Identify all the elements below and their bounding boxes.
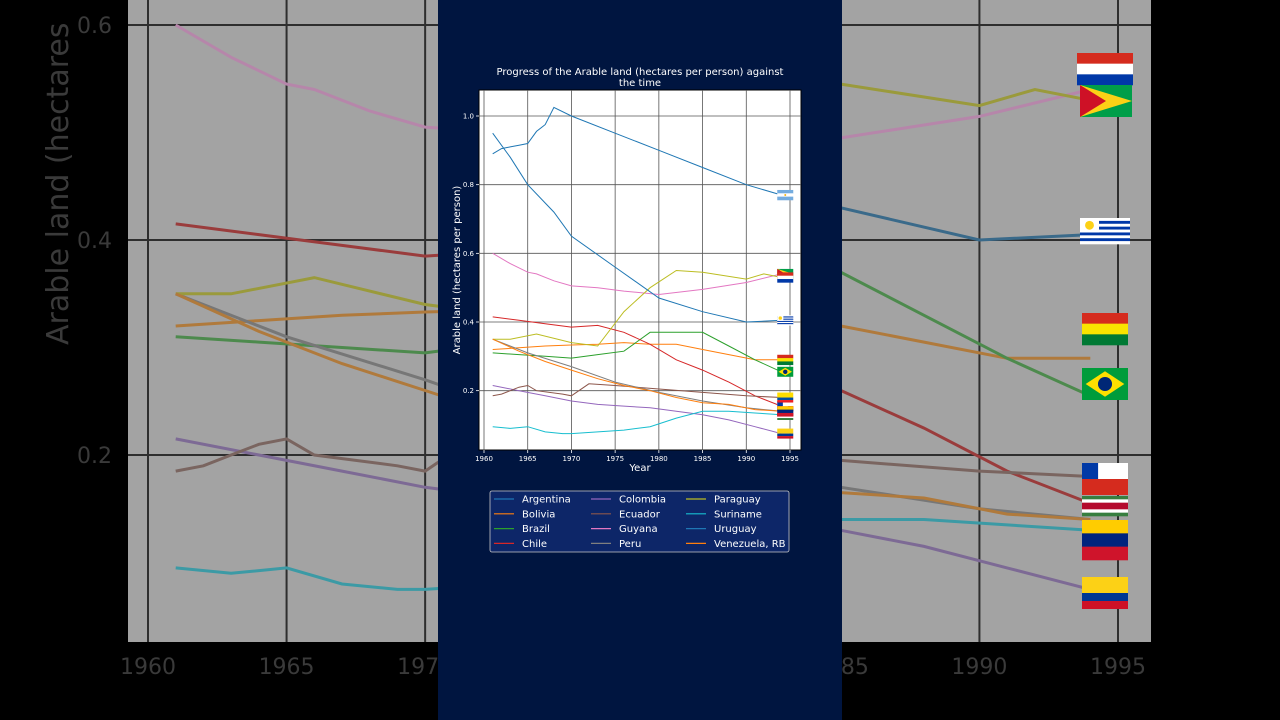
bg-y-tick-label: 0.6 xyxy=(77,14,112,39)
series-line-venezuela-rb xyxy=(492,338,782,412)
chart-title-line-1: Progress of the Arable land (hectares pe… xyxy=(497,67,784,78)
y-axis-label: Arable land (hectares per person) xyxy=(452,186,463,355)
flag-argentina-icon xyxy=(777,189,794,201)
legend-label: Chile xyxy=(522,539,547,550)
bg-flag-chile-icon xyxy=(1082,463,1128,495)
series-line-uruguay xyxy=(492,132,782,323)
series-line-bolivia xyxy=(492,342,782,361)
tick-labels: 1960 1965 1970 1975 1980 1985 1990 1995 0.2 0.4 0.… xyxy=(463,113,799,464)
legend-label: Suriname xyxy=(714,509,762,520)
y-tick-label: 0.4 xyxy=(463,319,475,327)
bg-y-axis-label: Arable land (hectares xyxy=(41,23,76,346)
flag-markers xyxy=(777,189,794,439)
x-tick-label: 1960 xyxy=(475,455,493,463)
y-tick-label: 0.2 xyxy=(463,387,474,395)
bg-x-tick-label: 1965 xyxy=(259,655,315,680)
bg-flag-uruguay-icon xyxy=(1080,218,1130,245)
flag-colombia-icon xyxy=(777,428,794,439)
bg-flag-paraguay-icon xyxy=(1077,53,1133,86)
flag-brazil-icon xyxy=(777,366,794,377)
bg-x-tick-label: 1990 xyxy=(951,655,1007,680)
bg-flag-suriname-icon xyxy=(1082,496,1128,517)
y-tick-label: 1.0 xyxy=(463,113,474,121)
legend-label: Venezuela, RB xyxy=(714,539,786,550)
bg-flag-bolivia-icon xyxy=(1082,313,1128,346)
legend-box xyxy=(489,490,790,553)
y-tick-label: 0.8 xyxy=(463,181,474,189)
grid xyxy=(479,90,801,450)
series-line-ecuador xyxy=(492,383,782,398)
x-tick-label: 1965 xyxy=(519,455,537,463)
bg-x-tick-label: 1995 xyxy=(1090,655,1146,680)
x-tick-label: 1975 xyxy=(606,455,624,463)
series-line-chile xyxy=(492,316,782,407)
bg-y-tick-label: 0.4 xyxy=(77,229,112,254)
bg-flag-guyana-icon xyxy=(1080,85,1132,117)
bg-flag-brazil-icon xyxy=(1082,368,1128,400)
x-tick-label: 1985 xyxy=(694,455,712,463)
flag-paraguay-icon xyxy=(777,272,794,283)
series-line-paraguay xyxy=(492,269,782,347)
x-tick-label: 1970 xyxy=(563,455,581,463)
legend-label: Uruguay xyxy=(714,524,757,535)
legend: Argentina Bolivia Brazil Chile Colombia Ecuad… xyxy=(489,490,790,553)
flag-ecuador-icon xyxy=(777,392,794,403)
flag-uruguay-icon xyxy=(777,315,794,326)
legend-label: Guyana xyxy=(619,524,658,535)
series-line-colombia xyxy=(492,385,782,435)
plot-area xyxy=(478,89,802,451)
series-line-argentina xyxy=(492,106,782,196)
bg-y-tick-label: 0.2 xyxy=(77,444,112,469)
bg-x-tick-label: 1960 xyxy=(120,655,176,680)
flag-venezuela-icon xyxy=(777,406,794,417)
chart-title-line-2: the time xyxy=(619,78,661,89)
series-line-suriname xyxy=(492,410,782,435)
legend-label: Argentina xyxy=(522,495,571,506)
legend-label: Brazil xyxy=(522,524,550,535)
y-tick-label: 0.6 xyxy=(463,250,475,258)
series-line-guyana xyxy=(492,252,782,296)
x-tick-label: 1990 xyxy=(737,455,755,463)
flag-bolivia-icon xyxy=(777,354,794,366)
x-tick-label: 1980 xyxy=(650,455,668,463)
chart-title: Progress of the Arable land (hectares pe… xyxy=(497,67,784,89)
legend-label: Peru xyxy=(619,539,641,550)
x-axis-label: Year xyxy=(628,463,651,474)
legend-label: Ecuador xyxy=(619,509,661,520)
series-lines xyxy=(492,106,782,435)
legend-label: Colombia xyxy=(619,495,666,506)
legend-label: Bolivia xyxy=(522,509,555,520)
legend-label: Paraguay xyxy=(714,495,761,506)
series-line-brazil xyxy=(492,331,782,373)
bg-flags xyxy=(1077,53,1133,609)
bg-flag-colombia-icon xyxy=(1082,577,1128,609)
bg-flag-venezuela-icon xyxy=(1082,520,1128,561)
x-tick-label: 1995 xyxy=(781,455,799,463)
